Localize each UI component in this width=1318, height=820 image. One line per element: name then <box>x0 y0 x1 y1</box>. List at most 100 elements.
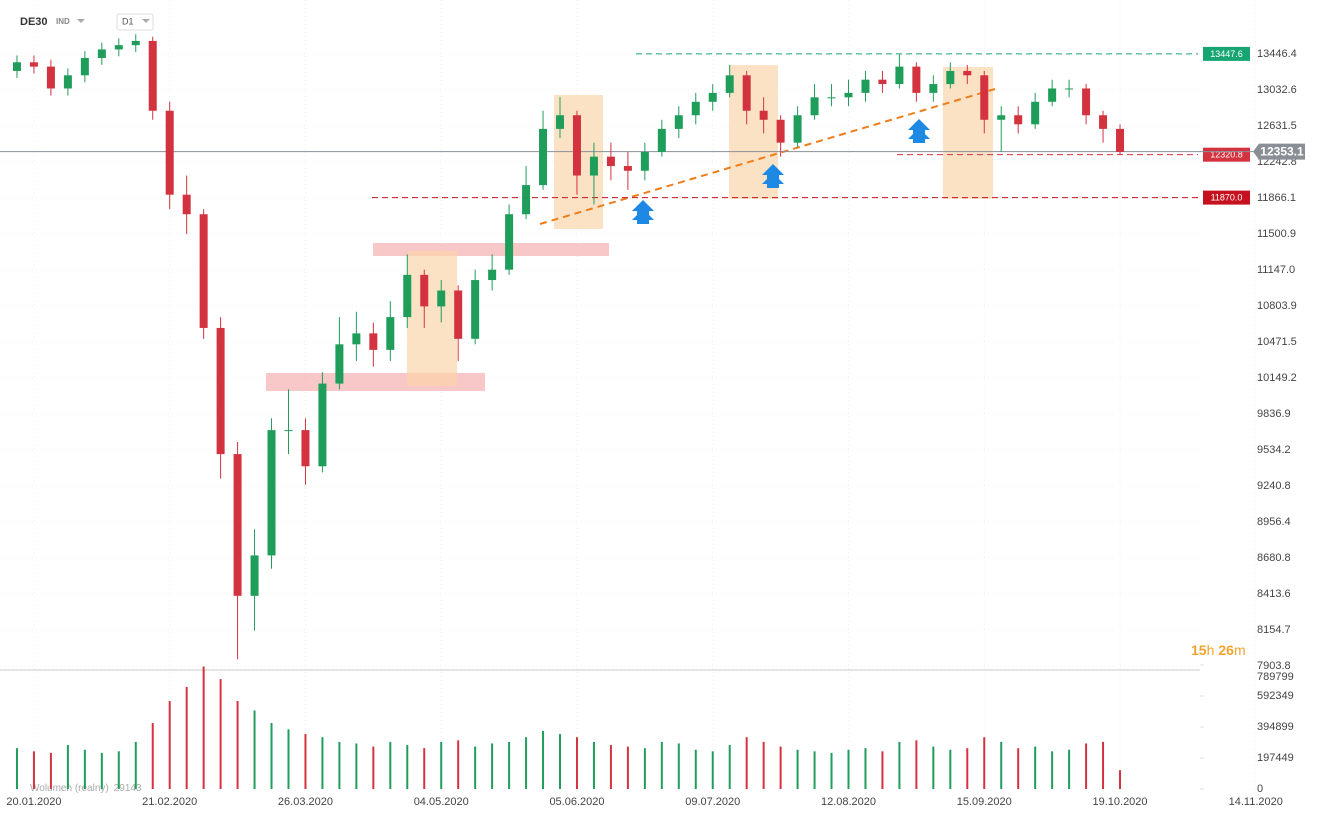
candle-body <box>589 156 598 176</box>
candle-body <box>420 274 429 307</box>
volume-bar <box>440 741 443 789</box>
volume-bar <box>830 752 833 789</box>
candle-body <box>606 156 615 167</box>
volume-bar <box>660 741 663 789</box>
volume-bar <box>813 751 816 789</box>
timer-unit: m <box>1234 642 1246 658</box>
symbol: DE30 <box>20 16 48 28</box>
y-tick-label: 9240.8 <box>1257 480 1291 492</box>
y-tick-label: 11500.9 <box>1257 228 1296 240</box>
candle-body <box>725 75 734 93</box>
volume-bar <box>609 745 612 789</box>
candle-body <box>369 333 378 350</box>
dropdown-icon <box>142 19 150 23</box>
x-tick-label: 05.06.2020 <box>549 796 604 808</box>
candle-body <box>878 79 887 85</box>
volume-bar <box>949 749 952 789</box>
level-label: 13447.6 <box>1210 49 1243 59</box>
volume-bar <box>134 741 137 789</box>
candle-body <box>1116 128 1125 152</box>
level-label: 11870.0 <box>1211 192 1243 202</box>
candle-body <box>403 274 412 318</box>
volume-bar <box>372 746 375 789</box>
candle-body <box>80 57 89 76</box>
volume-bar <box>762 741 765 789</box>
candle-body <box>454 290 463 339</box>
volume-bar <box>236 701 239 789</box>
candle-body <box>29 62 38 67</box>
volume-bar <box>117 751 120 789</box>
candle-body <box>539 128 548 186</box>
candle-body <box>861 79 870 93</box>
candle-body <box>674 115 683 129</box>
volume-bar <box>321 737 324 789</box>
candle-body <box>522 185 531 215</box>
candle-body <box>12 62 21 71</box>
volume-bar <box>1119 770 1122 789</box>
y-tick-label: 11866.1 <box>1257 192 1296 204</box>
candle-body <box>250 555 259 596</box>
x-tick-label: 14.11.2020 <box>1229 796 1283 808</box>
candle-body <box>46 66 55 89</box>
volume-bar <box>66 745 69 789</box>
volume-bar <box>525 737 528 789</box>
candle-body <box>216 327 225 455</box>
x-tick-label: 15.09.2020 <box>957 796 1012 808</box>
x-tick-label: 09.07.2020 <box>685 796 740 808</box>
volume-bar <box>864 748 867 789</box>
timer-hours: 15 <box>1191 642 1207 658</box>
candle-body <box>352 333 361 345</box>
volume-bar <box>423 748 426 789</box>
volume-bar <box>1000 741 1003 789</box>
y-tick-label: 13032.6 <box>1257 84 1297 96</box>
volume-bar <box>542 730 545 789</box>
candle-body <box>488 269 497 281</box>
volume-bar <box>270 723 273 789</box>
x-tick-label: 21.02.2020 <box>142 796 197 808</box>
candle-body <box>691 101 700 116</box>
candle-body <box>165 110 174 195</box>
volume-bar <box>677 743 680 789</box>
y2-tick-label: 789799 <box>1257 671 1294 683</box>
volume-legend-value: 29143 <box>114 783 142 794</box>
candle-body <box>386 317 395 350</box>
candle-body <box>1031 101 1040 125</box>
candle-body <box>131 40 140 46</box>
candle-body <box>776 119 785 143</box>
arrows <box>632 119 930 224</box>
candle-body <box>63 75 72 89</box>
level-label: 12320.8 <box>1210 150 1243 160</box>
candle-body <box>97 49 106 58</box>
volume-bar <box>83 749 86 789</box>
interval-select[interactable] <box>116 13 154 31</box>
y2-tick-label: 394899 <box>1257 721 1294 733</box>
candle-body <box>946 70 955 85</box>
candle-body <box>827 97 836 99</box>
volume-bar <box>559 734 562 789</box>
candle-body <box>912 66 921 93</box>
candle-body <box>963 70 972 76</box>
candle-body <box>657 128 666 152</box>
candle-body <box>505 214 514 270</box>
y-tick-label: 10803.9 <box>1257 300 1297 312</box>
volume-bar <box>881 751 884 789</box>
timer-unit: h <box>1207 642 1215 658</box>
volume-bar <box>457 740 460 789</box>
volume-bar <box>491 743 494 789</box>
y-tick-label: 13446.4 <box>1257 48 1297 60</box>
volume-bar <box>1017 748 1020 789</box>
volume-bar <box>1034 746 1037 789</box>
x-tick-label: 04.05.2020 <box>414 796 469 808</box>
y-tick-label: 8154.7 <box>1257 624 1291 636</box>
volume-legend-name: Wolumen (realny) <box>30 783 109 794</box>
candle-body <box>742 75 751 111</box>
candle-body <box>284 430 293 432</box>
candle-body <box>623 166 632 171</box>
last-price-label: 12353.1 <box>1260 144 1304 158</box>
candle-body <box>1065 88 1074 90</box>
volume-bar <box>219 679 222 789</box>
last-price-box <box>1253 143 1305 160</box>
candle-body <box>182 194 191 215</box>
volume-bar <box>508 741 511 789</box>
